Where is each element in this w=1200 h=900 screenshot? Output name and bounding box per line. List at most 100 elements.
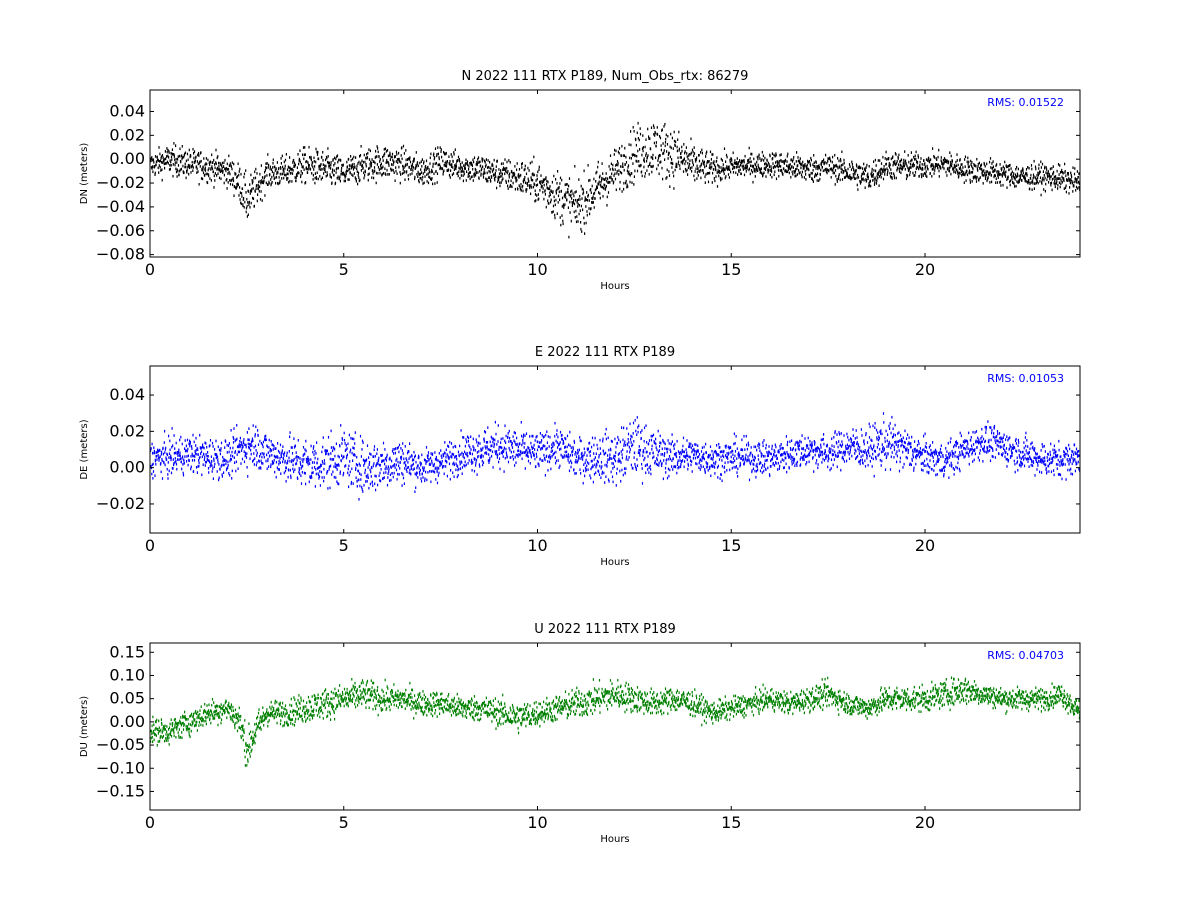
data-point xyxy=(544,444,546,448)
data-point xyxy=(366,475,368,479)
data-point xyxy=(498,460,500,464)
data-point xyxy=(430,152,432,156)
data-point xyxy=(394,155,396,158)
data-point xyxy=(409,160,412,164)
data-point xyxy=(504,456,506,460)
data-point xyxy=(261,199,263,202)
data-point xyxy=(948,160,950,163)
data-point xyxy=(707,180,710,184)
data-point xyxy=(352,174,354,177)
data-point xyxy=(542,459,544,462)
data-point xyxy=(518,453,520,456)
data-point xyxy=(471,462,473,465)
data-point xyxy=(500,171,502,175)
data-point xyxy=(620,450,622,453)
data-point xyxy=(638,424,640,427)
data-point xyxy=(259,198,262,201)
data-point xyxy=(1050,183,1052,187)
data-point xyxy=(977,169,979,172)
data-point xyxy=(1040,166,1042,169)
data-point xyxy=(364,468,366,472)
data-point xyxy=(302,165,304,168)
data-point xyxy=(484,171,486,175)
data-point xyxy=(344,465,346,468)
data-point xyxy=(394,466,396,469)
data-point xyxy=(652,157,654,160)
data-point xyxy=(389,153,391,156)
data-point xyxy=(257,434,259,437)
data-point xyxy=(445,160,447,164)
data-point xyxy=(493,445,495,449)
data-point xyxy=(539,189,541,192)
data-point xyxy=(245,210,247,214)
data-point xyxy=(603,471,605,475)
data-point xyxy=(531,186,533,189)
data-point xyxy=(241,446,243,450)
data-point xyxy=(708,172,710,175)
data-point xyxy=(530,455,532,459)
data-point xyxy=(257,187,260,191)
data-point xyxy=(518,449,520,452)
data-point xyxy=(380,454,382,457)
data-point xyxy=(636,464,639,467)
data-point xyxy=(978,161,980,165)
data-point xyxy=(682,159,684,162)
data-point xyxy=(321,167,323,171)
data-point xyxy=(728,165,730,168)
data-point xyxy=(987,177,989,181)
data-point xyxy=(1009,179,1012,183)
data-point xyxy=(250,189,252,193)
data-point xyxy=(482,446,484,450)
data-point xyxy=(510,456,512,459)
data-point xyxy=(1076,180,1078,184)
data-point xyxy=(178,448,180,452)
data-point xyxy=(615,164,617,167)
data-point xyxy=(459,167,461,171)
data-point xyxy=(433,462,435,466)
data-point xyxy=(607,177,609,180)
data-point xyxy=(329,164,331,168)
data-point xyxy=(444,161,446,165)
data-point xyxy=(684,150,686,153)
data-point xyxy=(434,147,437,150)
data-point xyxy=(310,444,312,448)
data-point xyxy=(698,169,700,173)
data-point xyxy=(967,156,969,160)
data-point xyxy=(507,432,509,435)
data-point xyxy=(266,162,268,165)
data-point xyxy=(273,444,275,448)
data-point xyxy=(199,446,201,449)
data-point xyxy=(543,444,545,447)
data-point xyxy=(324,164,326,167)
data-point xyxy=(1014,178,1016,181)
data-point xyxy=(659,445,661,448)
data-point xyxy=(287,177,289,180)
data-point xyxy=(164,451,166,454)
data-point xyxy=(479,442,481,445)
data-point xyxy=(431,168,433,172)
data-point xyxy=(288,450,290,453)
data-point xyxy=(255,167,257,171)
data-point xyxy=(1070,178,1072,181)
data-point xyxy=(907,166,909,170)
data-point xyxy=(499,181,501,184)
data-point xyxy=(594,463,596,467)
data-point xyxy=(533,443,535,447)
data-point xyxy=(227,168,229,171)
data-point xyxy=(391,155,393,159)
data-point xyxy=(151,442,153,446)
data-point xyxy=(541,459,543,462)
data-point xyxy=(264,194,266,197)
data-point xyxy=(598,183,600,186)
data-point xyxy=(1007,177,1009,180)
data-point xyxy=(586,464,588,468)
data-point xyxy=(912,171,914,175)
data-point xyxy=(499,452,501,455)
data-point xyxy=(334,162,336,165)
data-point xyxy=(813,161,815,165)
data-point xyxy=(468,165,470,168)
data-point xyxy=(546,430,548,433)
data-point xyxy=(161,450,163,454)
data-point xyxy=(915,157,917,161)
data-point xyxy=(336,154,339,157)
